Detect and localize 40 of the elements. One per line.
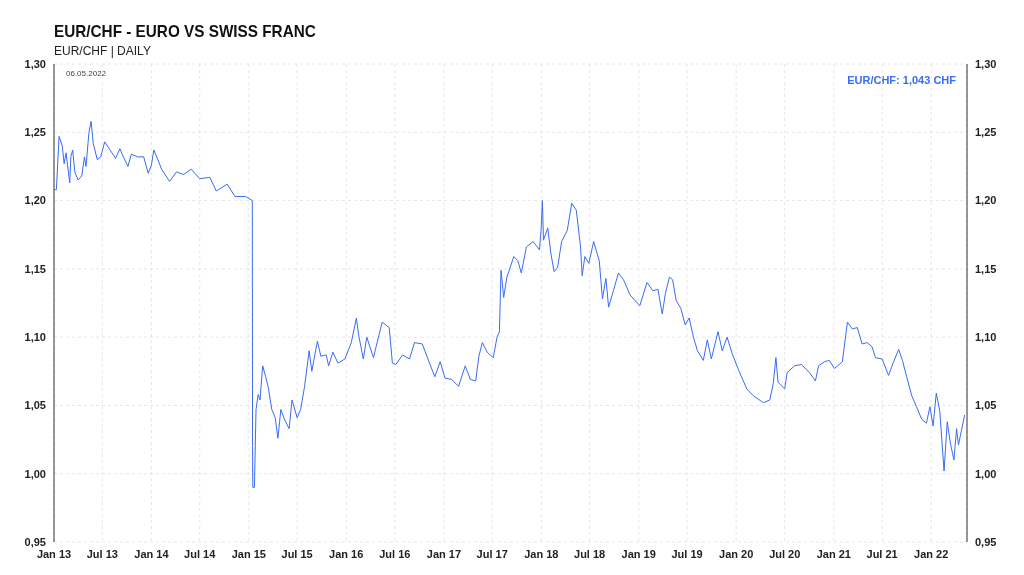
annotation: EUR/CHF: 1,043 CHF (847, 74, 956, 86)
x-tick-label: Jan 20 (719, 547, 754, 560)
x-tick-label: Jan 15 (231, 547, 266, 560)
x-tick-label: Jan 16 (329, 547, 364, 560)
y-tick-label: 1,20 (24, 194, 46, 207)
x-tick-label: Jul 16 (379, 547, 411, 560)
x-tick-label: Jan 22 (914, 547, 949, 560)
y-tick-label: 1,00 (24, 467, 46, 480)
y2-tick-label: 1,20 (975, 194, 997, 207)
x-tick-label: Jul 19 (671, 547, 703, 560)
x-tick-label: Jul 15 (281, 547, 313, 560)
y2-tick-label: 1,15 (975, 262, 997, 275)
y2-tick-label: 1,30 (975, 57, 997, 70)
y2-tick-label: 1,00 (975, 467, 997, 480)
y-tick-label: 1,25 (24, 126, 46, 139)
x-tick-label: Jul 13 (86, 547, 118, 560)
y-tick-label: 1,15 (24, 262, 46, 275)
annotation: 06.05.2022 (66, 69, 107, 78)
x-tick-label: Jul 20 (769, 547, 801, 560)
chart-subtitle: EUR/CHF | DAILY (54, 44, 151, 58)
y-tick-label: 0,95 (24, 535, 46, 548)
x-tick-label: Jan 14 (134, 547, 170, 560)
y2-tick-label: 1,05 (975, 399, 997, 412)
chart-title: EUR/CHF - EURO VS SWISS FRANC (54, 22, 316, 41)
x-tick-label: Jul 21 (866, 547, 898, 560)
x-tick-label: Jan 19 (621, 547, 656, 560)
x-tick-label: Jul 14 (184, 547, 217, 560)
x-tick-label: Jan 13 (36, 547, 72, 560)
x-tick-label: Jul 17 (476, 547, 508, 560)
y2-tick-label: 1,25 (975, 126, 997, 139)
line-series (54, 120, 966, 488)
x-tick-label: Jan 17 (426, 547, 462, 560)
y2-tick-label: 1,10 (975, 331, 997, 344)
x-tick-label: Jul 18 (574, 547, 606, 560)
y2-tick-label: 0,95 (975, 535, 997, 548)
y-tick-label: 1,30 (24, 57, 46, 70)
y-tick-label: 1,10 (24, 331, 46, 344)
x-tick-label: Jan 18 (524, 547, 559, 560)
y-tick-label: 1,05 (24, 399, 46, 412)
x-tick-label: Jan 21 (816, 547, 851, 560)
